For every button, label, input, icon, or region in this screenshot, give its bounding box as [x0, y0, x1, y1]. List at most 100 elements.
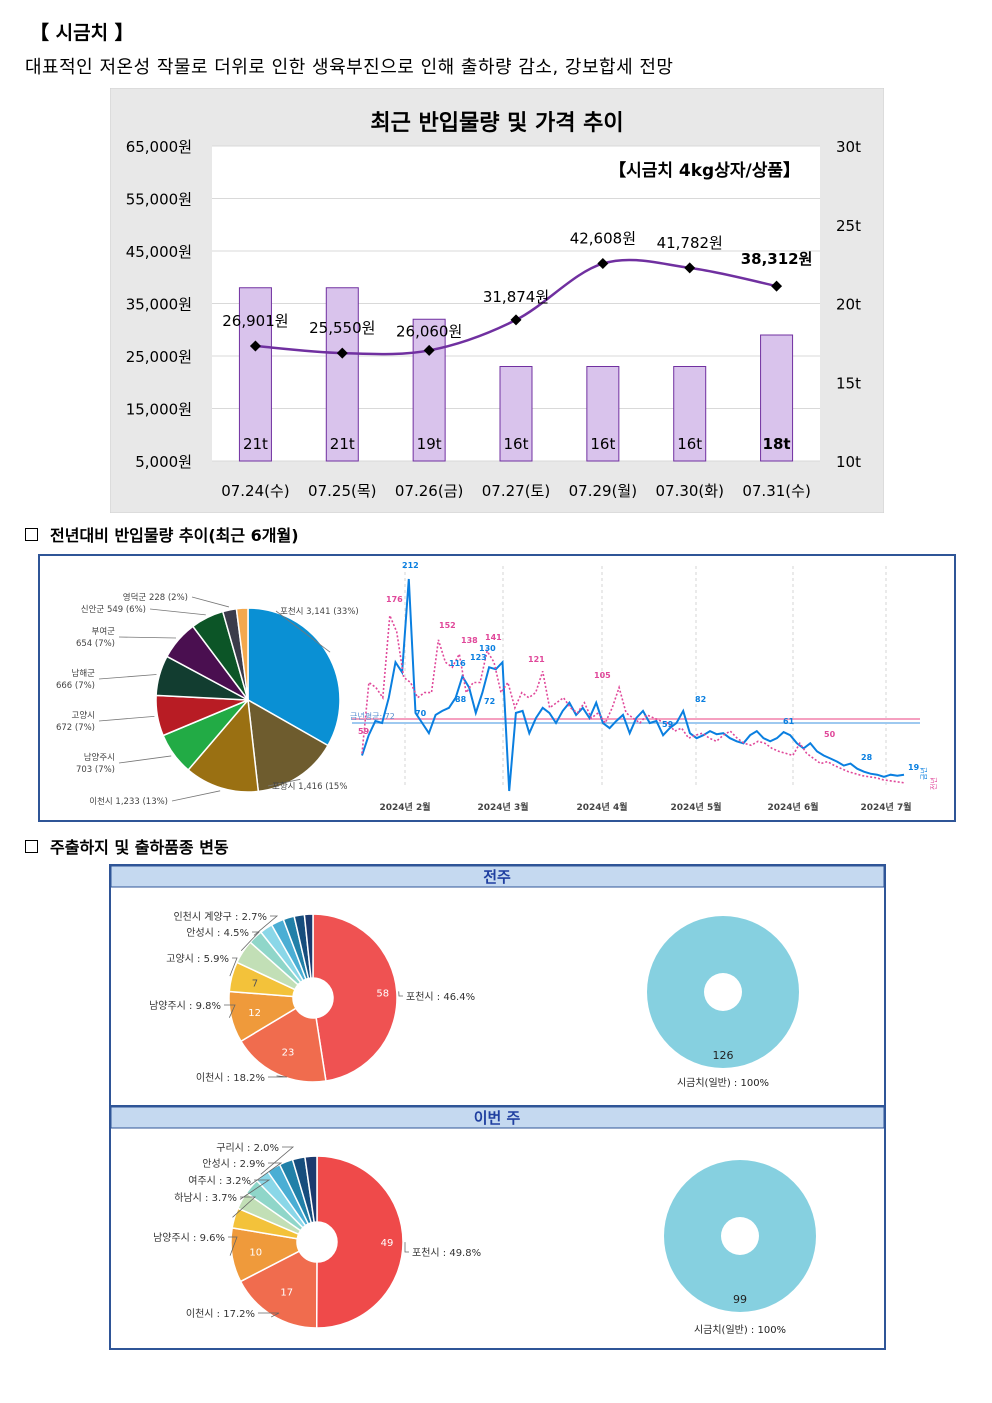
region-label: 구리시 : 2.0% — [216, 1142, 279, 1154]
y-left-tick-label: 15,000원 — [126, 401, 192, 419]
x-tick-label: 07.24(수) — [221, 482, 289, 500]
pie-leader-line — [98, 715, 155, 722]
pie-label: 703 (7%) — [76, 765, 115, 775]
pie-leader-line — [258, 1312, 280, 1318]
x-tick-label: 07.29(월) — [569, 482, 637, 500]
region-label: 여주시 : 3.2% — [188, 1175, 251, 1187]
subheading-yoy-label: 전년대비 반입물량 추이(최근 6개월) — [50, 526, 299, 545]
point-label: 88 — [455, 695, 467, 704]
y-right-tick-label: 25t — [836, 217, 861, 235]
x-tick-label: 2024년 7월 — [860, 801, 911, 813]
y-right-tick-label: 15t — [836, 374, 861, 392]
y-left-tick-label: 55,000원 — [126, 191, 192, 209]
y-left-tick-label: 25,000원 — [126, 348, 192, 366]
point-label: 141 — [485, 633, 502, 642]
pie-leader-line — [191, 596, 230, 608]
region-label: 포천시 : 46.4% — [406, 991, 475, 1003]
pie-leader-line — [275, 610, 331, 653]
point-label: 130 — [479, 644, 496, 653]
region-label: 안성시 : 4.5% — [186, 927, 249, 939]
point-label: 59 — [662, 720, 674, 729]
pie-leader-line — [232, 1196, 257, 1218]
volume-bar — [412, 318, 446, 462]
region-donut-slice — [303, 913, 314, 979]
region-value: 7 — [252, 979, 258, 990]
price-label: 42,608원 — [570, 230, 636, 248]
price-label: 41,782원 — [657, 234, 723, 252]
y-right-tick-label: 30t — [836, 138, 861, 156]
volume-bar-label: 19t — [417, 435, 442, 453]
section-description: 대표적인 저온성 작물로 더위로 인한 생육부진으로 인해 출하량 감소, 강보… — [25, 57, 674, 78]
origin-pie-slice — [187, 698, 260, 793]
variety-label: 시금치(일반) : 100% — [694, 1324, 786, 1336]
origin-panels: 전주 이번 주 포천시 : 46.4% 이천시 : 18.2% 남양주시 : 9.8… — [109, 864, 886, 1350]
x-tick-label: 07.25(목) — [308, 482, 376, 500]
x-tick-label: 2024년 6월 — [767, 801, 818, 813]
volume-bar-label: 16t — [590, 435, 615, 453]
point-label: 121 — [528, 655, 545, 664]
pie-leader-line — [253, 915, 279, 936]
volume-bar — [760, 334, 794, 462]
panel-title-prev: 전주 — [483, 868, 511, 886]
pie-leader-line — [404, 1242, 409, 1253]
variety-donut-hole — [704, 973, 742, 1011]
volume-bar-label: 16t — [504, 435, 529, 453]
y-left-tick-label: 45,000원 — [126, 243, 192, 261]
x-tick-label: 07.30(화) — [655, 482, 723, 500]
point-label: 28 — [861, 753, 873, 762]
price-point — [423, 344, 435, 356]
point-label: 116 — [449, 659, 466, 668]
point-label: 82 — [695, 695, 706, 704]
pie-leader-line — [98, 674, 157, 680]
y-left-tick-label: 35,000원 — [126, 296, 192, 314]
pie-leader-line — [267, 778, 301, 787]
region-value: 17 — [280, 1287, 293, 1298]
origin-pie-slice — [235, 607, 249, 701]
pie-leader-line — [118, 636, 177, 639]
pie-leader-line — [149, 608, 206, 616]
point-label: 59 — [358, 727, 370, 736]
point-label: 19 — [908, 763, 920, 772]
point-label: 138 — [461, 636, 478, 645]
pie-leader-line — [171, 790, 221, 802]
checkbox-icon — [25, 528, 38, 541]
pie-leader-line — [240, 931, 260, 952]
region-donut-slice — [315, 1155, 404, 1329]
pie-leader-line — [228, 1236, 238, 1256]
point-label: 72 — [484, 697, 495, 706]
volume-bar — [586, 366, 620, 462]
pie-label: 부여군 — [92, 626, 116, 637]
curr-year-line — [361, 578, 905, 792]
pie-label: 고양시 — [72, 710, 95, 721]
price-point — [249, 340, 261, 352]
region-value: 58 — [376, 989, 389, 1000]
variety-value: 126 — [713, 1049, 734, 1062]
y-left-tick-label: 5,000원 — [135, 453, 192, 471]
section-title: 【 시금치 】 — [30, 22, 134, 44]
volume-bar — [325, 287, 359, 462]
panel-title-curr: 이번 주 — [474, 1109, 521, 1127]
y-right-tick-label: 10t — [836, 453, 861, 471]
x-tick-label: 07.31(수) — [742, 482, 810, 500]
pie-label: 신안군 549 (6%) — [81, 604, 146, 615]
point-label: 105 — [594, 671, 611, 680]
point-label: 123 — [470, 653, 487, 662]
price-volume-chart: 최근 반입물량 및 가격 추이 21t 21t 19t 16t 16t 16t 18t 26… — [110, 88, 884, 513]
pie-leader-line — [224, 1004, 236, 1018]
point-label: 50 — [824, 730, 836, 739]
prev-year-line — [361, 615, 905, 784]
price-point — [510, 314, 522, 326]
point-label: 61 — [783, 717, 795, 726]
pie-leader-line — [249, 1162, 283, 1186]
region-donut-slice — [304, 1155, 318, 1224]
average-label: 금년평균: 72 — [350, 711, 395, 721]
region-label: 하남시 : 3.7% — [174, 1191, 237, 1204]
pie-label: 666 (7%) — [56, 681, 95, 691]
pie-label: 영덕군 228 (2%) — [123, 592, 188, 603]
region-label: 인천시 계양구 : 2.7% — [173, 911, 267, 923]
region-value: 10 — [249, 1248, 262, 1259]
price-label: 26,901원 — [222, 312, 288, 330]
checkbox-icon — [25, 840, 38, 853]
point-label: 176 — [386, 595, 403, 604]
price-label: 31,874원 — [483, 288, 549, 306]
